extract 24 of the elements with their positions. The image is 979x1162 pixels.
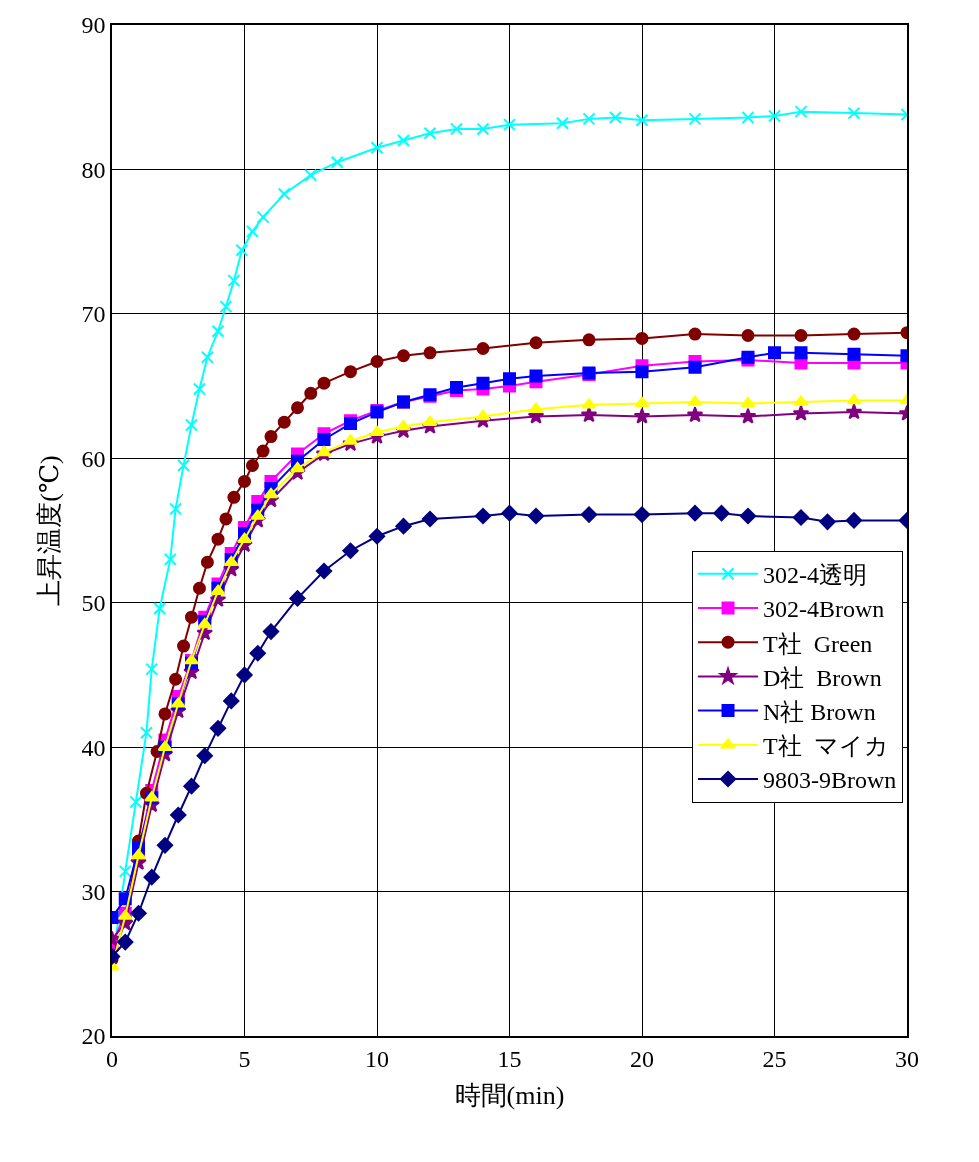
legend-label: 9803-9Brown	[763, 767, 897, 794]
y-tick-label: 70	[81, 301, 106, 328]
legend-label: T社 Green	[763, 630, 873, 657]
x-tick-label: 15	[497, 1045, 522, 1072]
legend-label: D社 Brown	[763, 664, 882, 691]
x-tick-label: 20	[630, 1045, 654, 1072]
legend-label: 302-4透明	[763, 562, 868, 589]
x-tick-label: 30	[895, 1045, 919, 1072]
y-tick-label: 50	[81, 590, 106, 617]
y-tick-label: 90	[81, 12, 106, 39]
x-tick-label: 0	[106, 1045, 118, 1072]
x-axis-title: 時間(min)	[454, 1080, 565, 1110]
y-tick-label: 30	[81, 878, 106, 905]
x-tick-label: 5	[238, 1045, 251, 1072]
y-tick-label: 20	[81, 1023, 106, 1050]
legend-label: 302-4Brown	[763, 596, 885, 623]
y-tick-label: 60	[81, 445, 106, 472]
x-tick-label: 10	[365, 1045, 389, 1072]
y-axis-title: 上昇温度(℃)	[35, 455, 65, 606]
legend-label: T社 マイカ	[763, 733, 889, 760]
y-tick-label: 80	[81, 156, 106, 183]
y-tick-label: 40	[81, 734, 106, 761]
x-tick-label: 25	[762, 1045, 787, 1072]
legend-label: N社 Brown	[763, 698, 876, 725]
